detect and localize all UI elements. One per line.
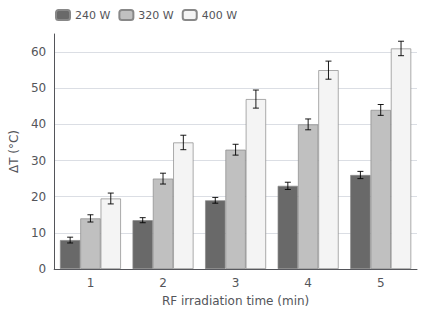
svg-text:5: 5 (377, 276, 385, 290)
svg-text:30: 30 (31, 154, 46, 168)
svg-text:RF irradiation time (min): RF irradiation time (min) (162, 294, 309, 308)
svg-text:1: 1 (87, 276, 95, 290)
svg-text:40: 40 (31, 117, 46, 131)
svg-text:0: 0 (39, 262, 47, 276)
svg-text:60: 60 (31, 45, 46, 59)
svg-text:50: 50 (31, 81, 46, 95)
svg-text:4: 4 (304, 276, 312, 290)
svg-text:240 W: 240 W (75, 9, 110, 22)
svg-text:10: 10 (31, 226, 46, 240)
svg-text:320 W: 320 W (138, 9, 173, 22)
svg-text:20: 20 (31, 190, 46, 204)
svg-text:400 W: 400 W (202, 9, 237, 22)
svg-text:3: 3 (232, 276, 240, 290)
svg-text:2: 2 (159, 276, 167, 290)
svg-text:ΔT (°C): ΔT (°C) (7, 130, 21, 173)
